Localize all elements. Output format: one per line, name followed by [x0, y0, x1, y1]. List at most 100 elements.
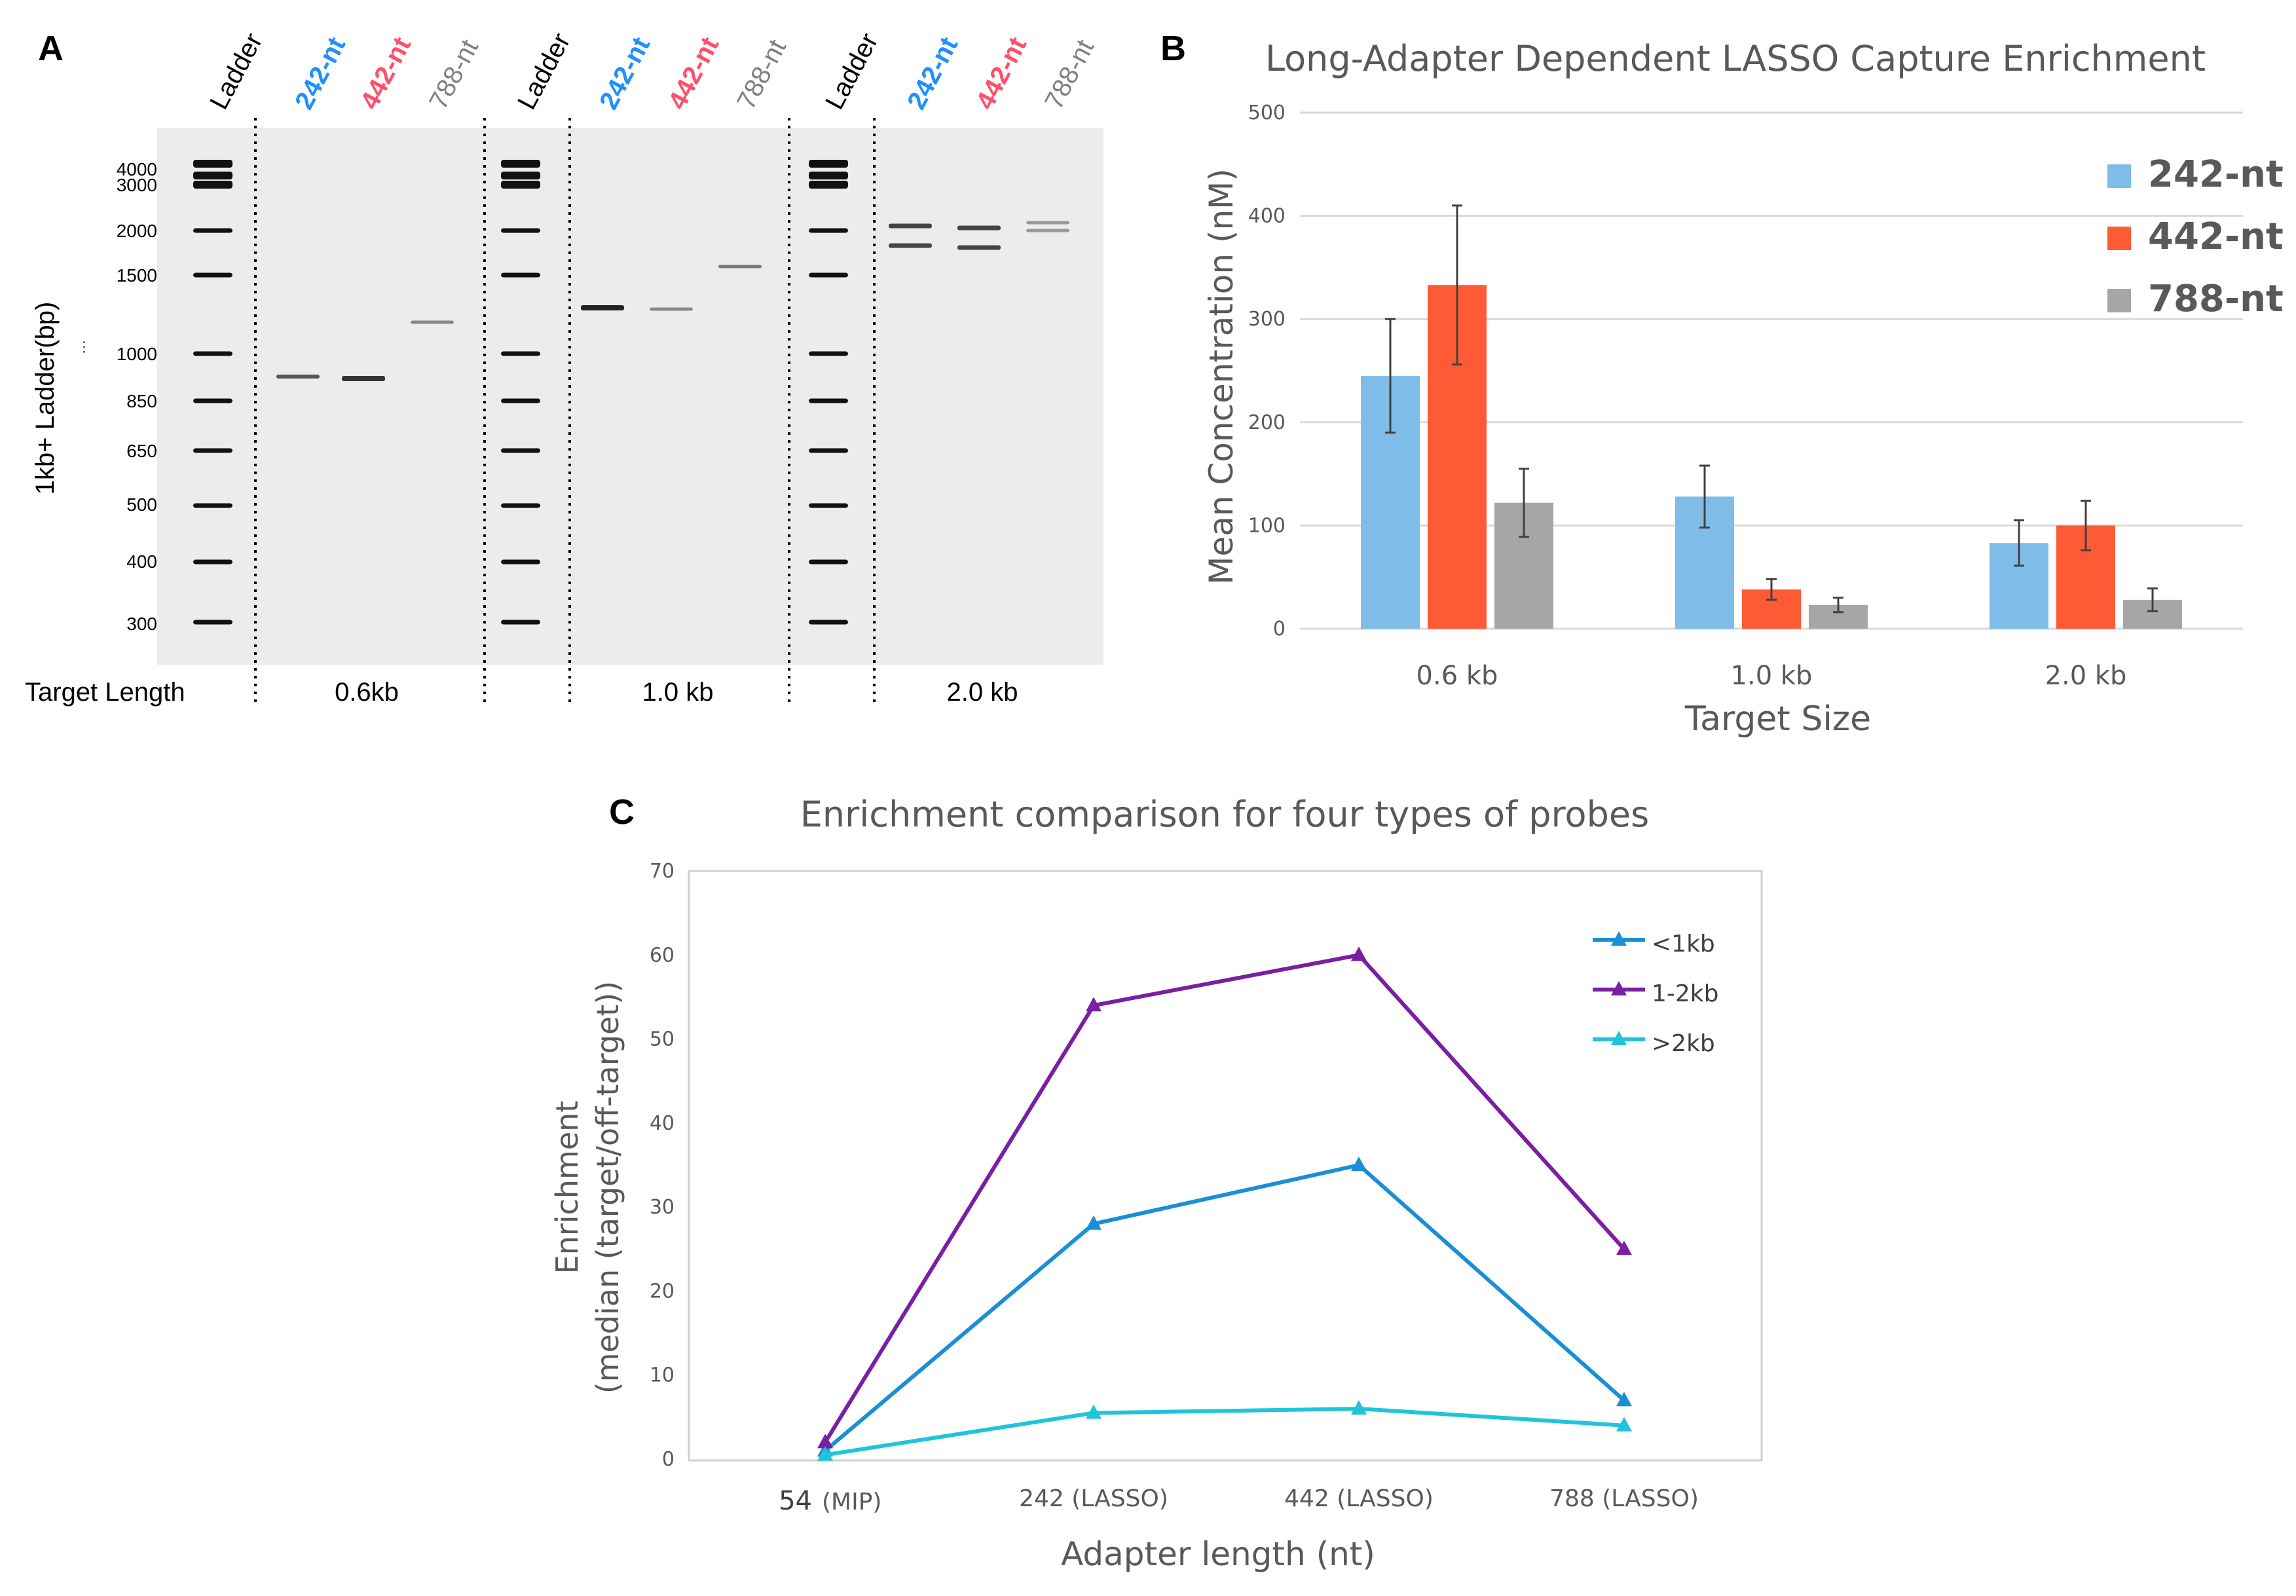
line-series-1-2kb [823, 953, 1626, 1443]
panel-c-line-chart: C Enrichment comparison for four types o… [549, 792, 1763, 1573]
line-y-tick-60: 60 [650, 944, 675, 967]
line-marker-1-2kb-1 [1086, 997, 1102, 1012]
bar-y-tick-400: 400 [1248, 205, 1286, 228]
gel-ladder-tick-300: 300 [126, 614, 157, 634]
bar-y-tick-200: 200 [1248, 411, 1286, 434]
line-y-tick-20: 20 [650, 1280, 675, 1303]
gel-sample-band [957, 225, 1001, 231]
gel-lane-label-11: 788-nt [1039, 35, 1100, 114]
gel-ladder-tick-850: 850 [126, 391, 157, 411]
bar-chart-ylabel: Mean Concentration (nM) [1202, 168, 1240, 585]
gel-ladder-band [809, 351, 848, 356]
bar-x-tick-1: 1.0 kb [1731, 661, 1813, 691]
line-series->2kb [824, 1407, 1625, 1457]
bar-chart-y-ticks: 0 100 200 300 400 500 [1248, 102, 1286, 640]
gel-sample-band [889, 243, 932, 248]
gel-ladder-tick-4000: 4000 [117, 159, 157, 179]
line-y-tick-50: 50 [650, 1028, 675, 1051]
gel-ladder-band [193, 228, 232, 233]
legend-swatch-242-nt [2107, 164, 2131, 188]
gel-ladder-band [193, 398, 232, 403]
line-chart-plot-border [688, 870, 1763, 1462]
gel-ladder-band [809, 398, 848, 403]
bar-y-tick-0: 0 [1273, 618, 1286, 640]
gel-sample-band [411, 320, 454, 324]
bar-chart-bars [1361, 204, 2182, 629]
gel-ladder-tick-2000: 2000 [117, 221, 157, 241]
line-marker-1-2kb-3 [1616, 1240, 1632, 1255]
gel-lane-label-3: 788-nt [424, 35, 484, 114]
gel-ladder-band [193, 351, 232, 356]
gel-ladder-band [501, 559, 540, 565]
line-marker-1-2kb-0 [817, 1434, 833, 1449]
panel-b-label: B [1160, 29, 1186, 68]
bar-chart-legend: 242-nt 442-nt 788-nt [2107, 153, 2284, 320]
gel-sample-band [581, 305, 624, 310]
gel-lane-label-2: 442-nt [355, 33, 417, 115]
gel-ladder-band [809, 448, 848, 453]
gel-sample-band [889, 223, 932, 229]
line-y-tick-30: 30 [650, 1196, 675, 1219]
bar-chart-x-ticks: 0.6 kb 1.0 kb 2.0 kb [1416, 661, 2127, 691]
gel-ladder-band [193, 272, 232, 278]
gel-ladder-band [809, 228, 848, 233]
gel-ladder-band [501, 272, 540, 278]
line-series-<1kb [824, 1162, 1625, 1453]
gel-sample-band [957, 245, 1001, 250]
line-x-tick-1: 242 (LASSO) [1019, 1485, 1168, 1512]
gel-ladder-band [809, 559, 848, 565]
line-marker->2kb-3 [1616, 1417, 1632, 1432]
gel-ladder-band [501, 172, 540, 179]
line-marker-1-2kb-2 [1351, 946, 1367, 961]
gel-ladder-tick-3000: 3000 [117, 175, 157, 195]
gel-ladder-band [501, 503, 540, 508]
gel-sample-band [342, 376, 385, 381]
line-legend-label->2kb: >2kb [1652, 1030, 1715, 1057]
gel-bands [193, 160, 1069, 625]
line-legend-label-<1kb: <1kb [1652, 931, 1715, 957]
gel-image [157, 128, 1103, 665]
legend-label-788-nt: 788-nt [2148, 278, 2284, 320]
panel-a-label: A [38, 29, 64, 68]
gel-ladder-band [501, 448, 540, 453]
gel-lane-label-9: 242-nt [902, 33, 963, 115]
gel-ladder-band [809, 160, 848, 168]
line-legend-marker-<1kb [1611, 931, 1627, 946]
bar-x-tick-0: 0.6 kb [1416, 661, 1498, 691]
legend-swatch-442-nt [2107, 227, 2131, 250]
bar-y-tick-100: 100 [1248, 514, 1286, 537]
gel-sample-band [650, 307, 693, 311]
line-legend-label-1-2kb: 1-2kb [1652, 980, 1719, 1007]
gel-lane-label-7: 788-nt [731, 35, 792, 114]
gel-footer-label: Target Length [25, 678, 185, 707]
line-chart-y-ticks: 0 10 20 30 40 50 60 70 [650, 860, 675, 1471]
gel-ladder-band [809, 272, 848, 278]
gel-ladder-tick-1500: 1500 [117, 265, 157, 286]
line-chart-title: Enrichment comparison for four types of … [800, 794, 1649, 835]
line-marker-<1kb-1 [1086, 1215, 1102, 1230]
gel-ladder-band [809, 503, 848, 508]
line-chart-ylabel-line1: Enrichment [549, 1101, 585, 1274]
bar-chart-title: Long-Adapter Dependent LASSO Capture Enr… [1265, 38, 2206, 79]
line-chart-x-ticks: 54 (MIP) 242 (LASSO) 442 (LASSO) 788 (LASSO) [779, 1485, 1699, 1516]
bar-y-tick-300: 300 [1248, 308, 1286, 331]
gel-ladder-band [501, 228, 540, 233]
gel-ladder-band [809, 172, 848, 179]
gel-lane-label-5: 242-nt [594, 33, 656, 115]
line-marker->2kb-2 [1351, 1400, 1367, 1415]
gel-lane-label-8: Ladder [820, 29, 883, 115]
bar-chart-xlabel: Target Size [1684, 699, 1871, 739]
legend-label-442-nt: 442-nt [2148, 215, 2284, 258]
gel-lane-label-6: 442-nt [663, 33, 724, 115]
bar-x-tick-2: 2.0 kb [2045, 661, 2127, 691]
gel-ladder-band [809, 620, 848, 625]
gel-ladder-band [501, 181, 540, 189]
gel-ylabel: 1kb+ Ladder(bp) [31, 302, 60, 495]
panel-b-bar-chart: B Long-Adapter Dependent LASSO Capture E… [1160, 29, 2284, 739]
gel-group-label-1: 1.0 kb [642, 678, 714, 707]
line-x-tick-2: 442 (LASSO) [1284, 1485, 1434, 1512]
line-legend-marker-1-2kb [1611, 981, 1627, 995]
line-marker-<1kb-2 [1351, 1157, 1367, 1171]
gel-lane-label-1: 242-nt [289, 33, 351, 115]
